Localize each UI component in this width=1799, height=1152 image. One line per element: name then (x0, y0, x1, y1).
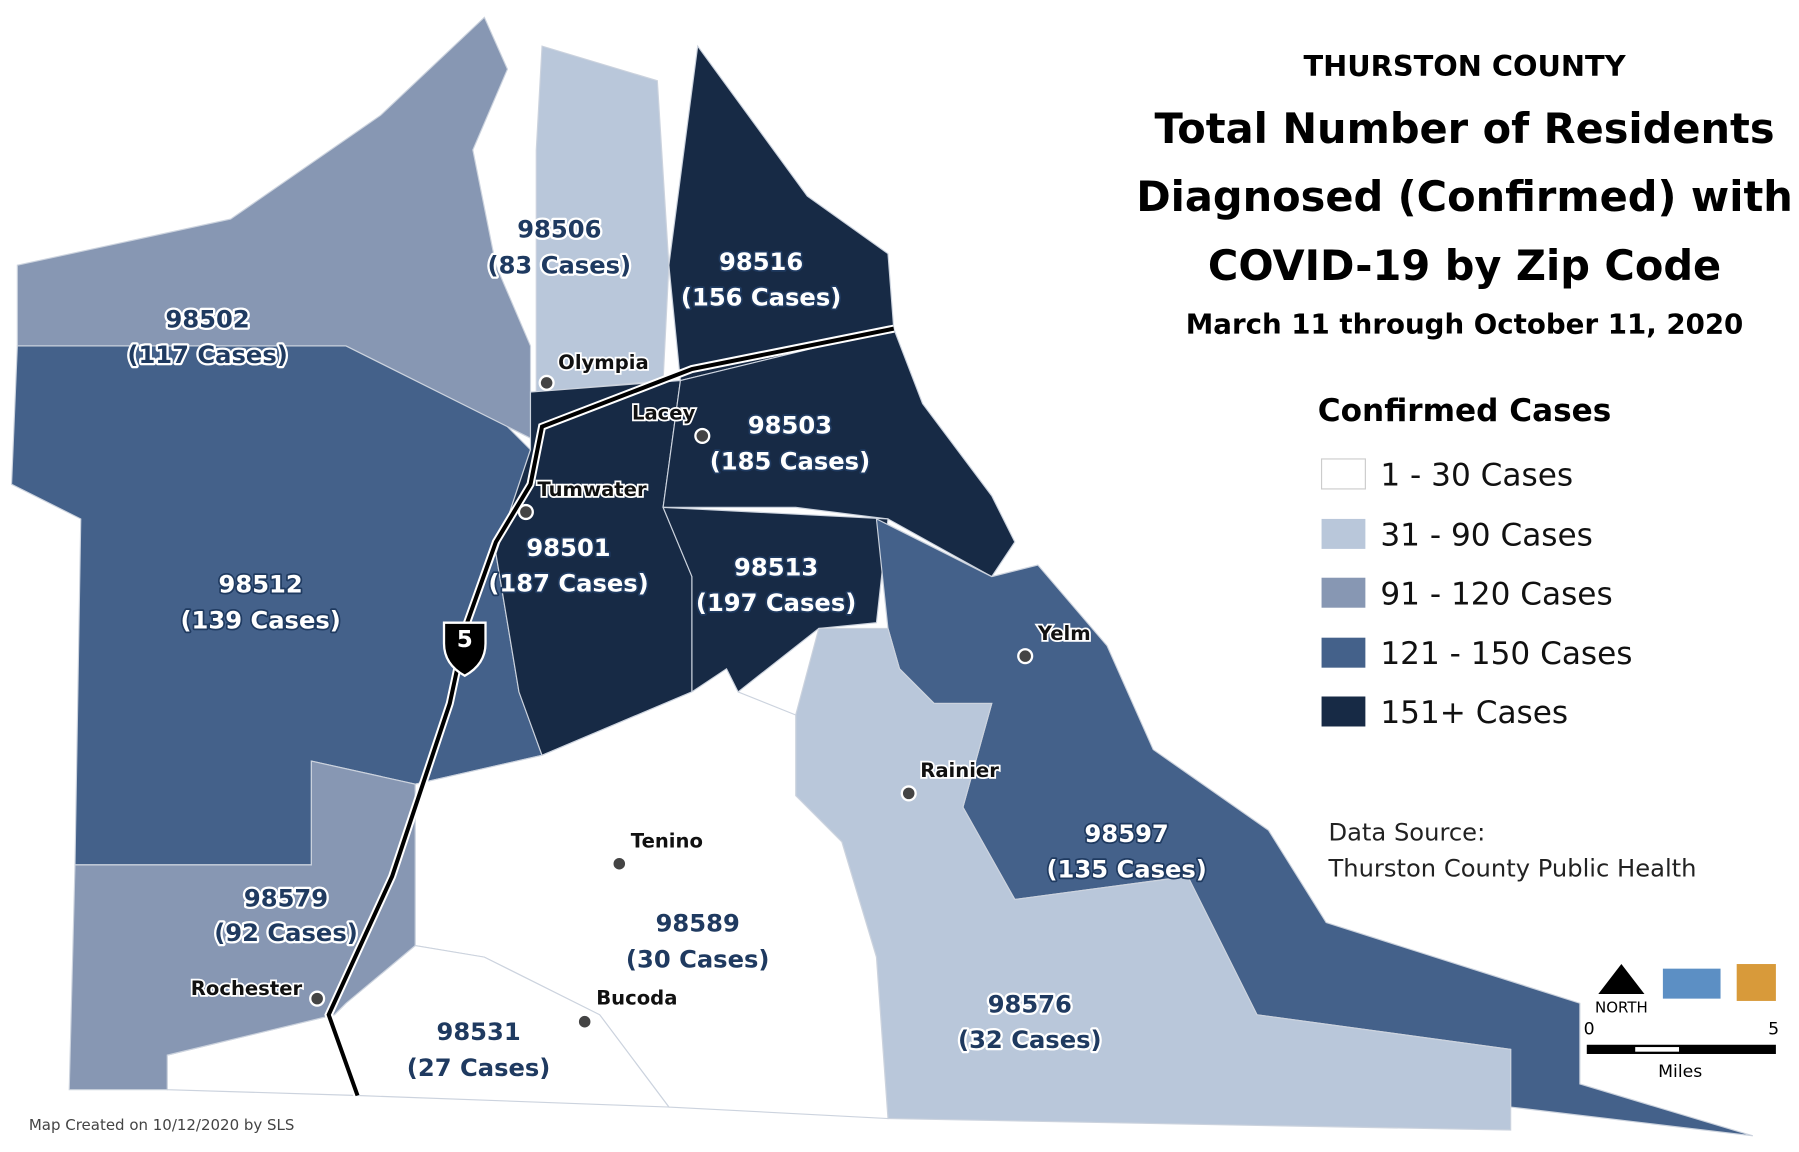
scale-start: 0 (1584, 1019, 1595, 1039)
city-label: Yelm (1037, 622, 1091, 645)
legend-label: 91 - 120 Cases (1380, 576, 1612, 612)
legend-label: 121 - 150 Cases (1380, 636, 1632, 672)
county-logo (1662, 968, 1721, 999)
credit: Map Created on 10/12/2020 by SLS (29, 1116, 295, 1134)
title-line: Total Number of Residents (1154, 104, 1774, 153)
city-label: Tenino (631, 830, 703, 853)
legend-swatch (1321, 577, 1366, 608)
city-dot (309, 990, 326, 1007)
zip-label: 98501 (526, 534, 610, 562)
zip-label: 98516 (719, 248, 803, 276)
zip-label: 98576 (988, 990, 1072, 1018)
city-dot (611, 855, 628, 872)
cases-label: (92 Cases) (214, 919, 358, 947)
title-line: Diagnosed (Confirmed) with (1136, 172, 1793, 221)
cases-label: (185 Cases) (710, 447, 870, 475)
scale-unit: Miles (1658, 1062, 1702, 1082)
legend-swatch (1321, 696, 1366, 727)
scale-bar (1586, 1044, 1776, 1054)
city-dot (517, 503, 534, 521)
legend-swatch (1320, 458, 1366, 490)
highway (326, 326, 895, 1097)
city-label: Tumwater (537, 478, 647, 501)
cases-label: (117 Cases) (127, 341, 287, 369)
highway-number: 5 (457, 627, 473, 653)
partner-logo (1736, 964, 1776, 1001)
cases-label: (197 Cases) (696, 589, 856, 617)
zip-label: 98589 (656, 910, 740, 938)
cases-label: (30 Cases) (626, 945, 770, 973)
north-arrow (1598, 964, 1645, 995)
city-label: Rainier (920, 759, 999, 782)
zip-label: 98512 (219, 571, 303, 599)
zip-label: 98579 (244, 884, 328, 912)
city-label: Rochester (191, 977, 303, 1000)
source-label: Data Source: (1328, 819, 1485, 847)
city-label: Bucoda (596, 986, 677, 1009)
zip-label: 98506 (517, 216, 601, 244)
zone-area (662, 327, 1016, 578)
zone-area (495, 379, 693, 757)
legend-label: 151+ Cases (1380, 695, 1568, 731)
city-dot (1017, 648, 1034, 665)
cases-label: (135 Cases) (1046, 856, 1206, 884)
county: THURSTON COUNTY (1304, 49, 1627, 83)
city-dot (900, 785, 917, 802)
city-label: Olympia (558, 351, 649, 374)
zone-area (668, 44, 895, 382)
legend-swatch (1321, 637, 1366, 668)
legend-title: Confirmed Cases (1318, 393, 1611, 429)
cases-label: (139 Cases) (180, 606, 340, 634)
title-line: COVID-19 by Zip Code (1208, 241, 1721, 290)
zip-label: 98531 (436, 1018, 520, 1046)
zip-label: 98597 (1085, 820, 1169, 848)
city-dot (576, 1013, 593, 1030)
cases-label: (83 Cases) (488, 251, 632, 279)
legend-label: 1 - 30 Cases (1380, 457, 1573, 493)
cases-label: (187 Cases) (488, 570, 648, 598)
zip-label: 98513 (734, 553, 818, 581)
cases-label: (27 Cases) (407, 1054, 551, 1082)
date-range: March 11 through October 11, 2020 (1186, 307, 1744, 340)
zip-label: 98503 (748, 412, 832, 440)
source-name: Thurston County Public Health (1327, 854, 1696, 882)
city-label: Lacey (632, 402, 696, 425)
cases-label: (156 Cases) (681, 284, 841, 312)
legend-swatch (1321, 518, 1366, 549)
highway-shield (442, 621, 487, 678)
north-label: NORTH (1595, 998, 1648, 1016)
scale-bar-segment (1635, 1047, 1680, 1052)
legend-label: 31 - 90 Cases (1380, 517, 1593, 553)
city-dot (538, 374, 555, 391)
city-dot (694, 427, 711, 444)
zip-label: 98502 (166, 305, 250, 333)
cases-label: (32 Cases) (958, 1026, 1102, 1054)
scale-end: 5 (1768, 1019, 1779, 1039)
